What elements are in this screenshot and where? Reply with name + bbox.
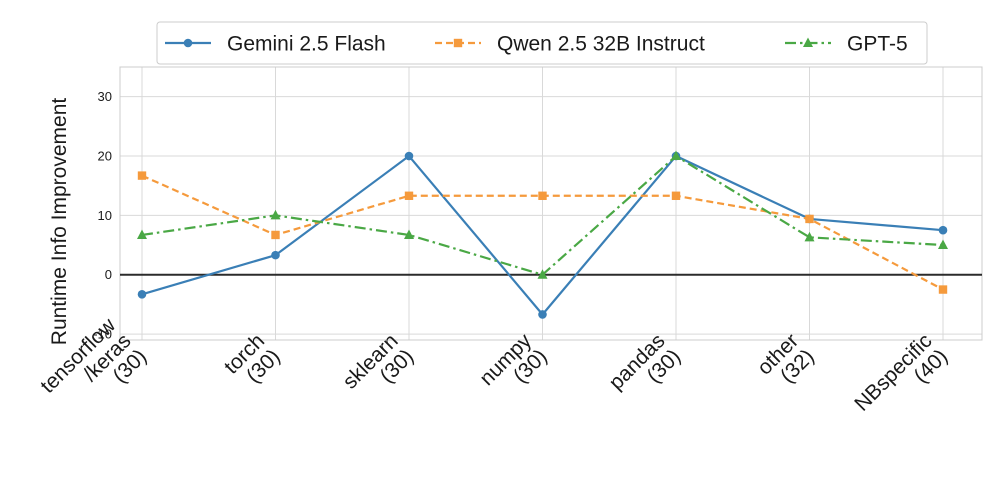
legend-box <box>156 21 928 65</box>
y-tick-label: 10 <box>98 208 112 223</box>
x-tick-label-pandas: pandas(30) <box>605 329 686 394</box>
plot-frame <box>119 66 983 341</box>
marker-triangle <box>270 209 281 220</box>
legend-label: Qwen 2.5 32B Instruct <box>497 33 705 56</box>
marker-triangle <box>803 37 813 47</box>
legend-entry-qwen-2-5-32b-instruct: Qwen 2.5 32B Instruct <box>435 33 705 56</box>
marker-triangle <box>804 231 815 242</box>
y-tick-label: 20 <box>98 149 112 164</box>
marker-square <box>453 38 463 48</box>
marker-square <box>938 285 948 294</box>
marker-triangle <box>137 229 147 239</box>
marker-circle <box>538 310 547 319</box>
marker-circle <box>137 290 147 299</box>
marker-square <box>137 171 147 180</box>
x-tick-label-numpy: numpy(30) <box>475 329 551 390</box>
series-group <box>137 150 948 319</box>
legend-entry-gemini-2-5-flash: Gemini 2.5 Flash <box>165 33 386 56</box>
legend: Gemini 2.5 Flash Qwen 2.5 32B Instruct GPT… <box>156 21 928 65</box>
marker-triangle <box>671 150 681 161</box>
marker-square <box>404 191 414 200</box>
y-tick-label: 30 <box>98 89 112 104</box>
marker-circle <box>938 225 948 235</box>
marker-square <box>271 230 280 240</box>
x-tick-label-nbspecific: NBspecific(40) <box>850 329 952 415</box>
x-tick-label-other: other(32) <box>753 329 819 387</box>
grid <box>120 67 982 340</box>
x-tick-label-torch: torch(30) <box>220 329 285 387</box>
marker-circle <box>183 38 193 48</box>
series-qwen-2-5-32b-instruct <box>137 171 948 294</box>
marker-square <box>671 191 681 200</box>
y-tick-label: 0 <box>105 267 112 282</box>
marker-triangle <box>537 269 548 279</box>
marker-circle <box>404 151 414 161</box>
marker-square <box>805 214 814 224</box>
x-tick-label-sklearn: sklearn(30) <box>338 329 418 393</box>
y-tick-labels: -10 0 10 20 30 <box>93 89 112 341</box>
legend-label: Gemini 2.5 Flash <box>227 33 386 56</box>
marker-circle <box>271 250 280 260</box>
marker-triangle <box>404 229 414 239</box>
x-tick-labels: tensorflow/keras(30) torch(30) sklearn(30)… <box>36 313 952 416</box>
legend-label: GPT-5 <box>847 33 908 56</box>
y-axis-label: Runtime Info Improvement <box>48 98 71 346</box>
marker-square <box>538 191 547 200</box>
marker-triangle <box>938 239 948 250</box>
legend-entry-gpt-5: GPT-5 <box>785 33 908 56</box>
y-tick-label: -10 <box>93 327 112 342</box>
series-gpt-5 <box>137 150 948 279</box>
